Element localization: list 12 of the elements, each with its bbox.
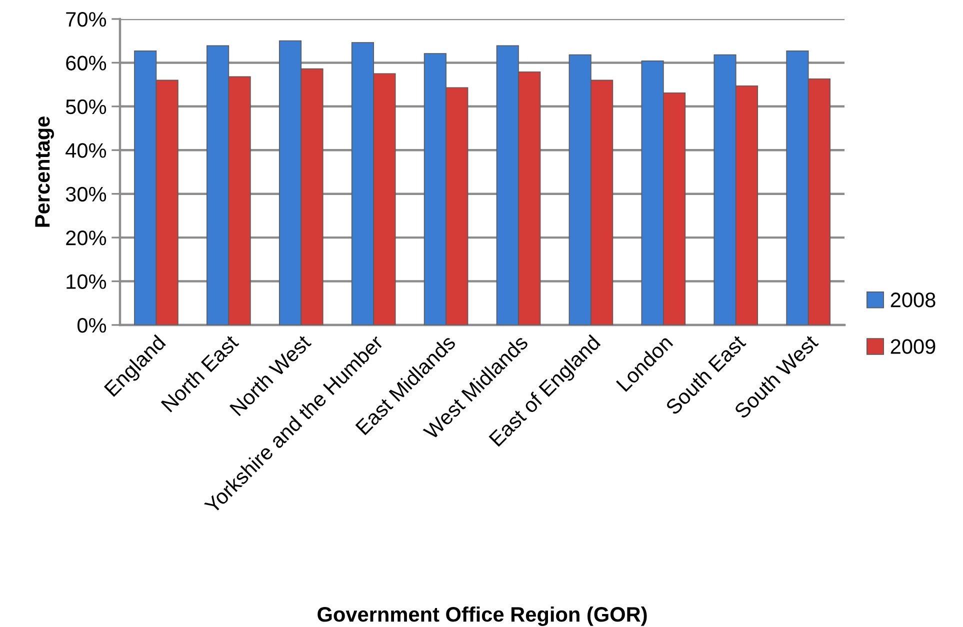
y-tick-label: 60% — [66, 56, 106, 70]
y-tick-label: 70% — [66, 12, 106, 27]
y-tick-label: 30% — [66, 186, 106, 202]
y-axis-title: Percentage — [35, 116, 54, 227]
y-tick-label: 50% — [66, 99, 106, 114]
x-axis-title: Government Office Region (GOR) — [318, 606, 647, 626]
legend-label: 2009 — [890, 339, 936, 354]
y-tick-label: 0% — [78, 318, 106, 333]
legend-label: 2008 — [890, 292, 936, 308]
y-tick-label: 20% — [66, 230, 106, 246]
y-tick-label: 10% — [66, 274, 106, 290]
y-tick-label: 40% — [66, 143, 106, 158]
